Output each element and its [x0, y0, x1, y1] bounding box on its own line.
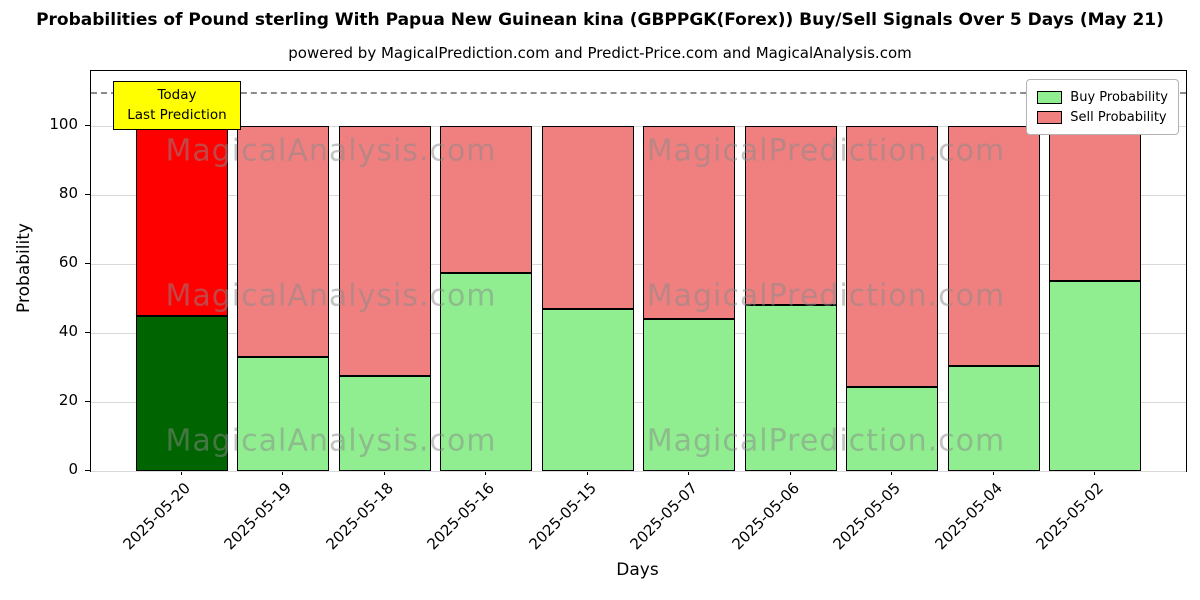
x-tick-mark [1094, 470, 1096, 475]
plot-area: Today Last Prediction Buy Probability Se… [90, 70, 1187, 472]
x-tick-label: 2025-05-02 [1032, 479, 1107, 554]
bar-buy-segment [846, 386, 939, 471]
bar-buy-segment [643, 319, 736, 471]
bar-sell-segment [338, 126, 431, 377]
x-tick-label: 2025-05-04 [931, 479, 1006, 554]
bar-buy-segment [744, 305, 837, 471]
bar-sell-segment [237, 126, 330, 358]
y-tick-label: 20 [58, 391, 78, 410]
watermark-text: MagicalPrediction.com [646, 278, 1006, 314]
watermark-text: MagicalAnalysis.com [165, 423, 497, 459]
y-tick-mark [85, 263, 90, 265]
gridline [91, 264, 1186, 266]
y-tick-mark [85, 401, 90, 403]
chart-subtitle: powered by MagicalPrediction.com and Pre… [288, 44, 912, 62]
legend-item-buy: Buy Probability [1037, 87, 1168, 107]
y-tick-mark [85, 332, 90, 334]
buy-probability-swatch [1037, 90, 1063, 104]
x-tick-mark [891, 470, 893, 475]
x-tick-label: 2025-05-07 [626, 479, 701, 554]
bar-buy-segment [1049, 281, 1142, 471]
bar-sell-segment [135, 126, 228, 316]
today-annotation: Today Last Prediction [113, 81, 241, 131]
gridline [91, 471, 1186, 472]
y-tick-mark [85, 125, 90, 127]
legend-label-buy: Buy Probability [1070, 89, 1168, 105]
x-tick-mark [789, 470, 791, 475]
x-tick-label: 2025-05-15 [525, 479, 600, 554]
gridline [91, 126, 1186, 128]
x-tick-label: 2025-05-19 [220, 479, 295, 554]
bar-sell-segment [744, 126, 837, 306]
y-tick-label: 0 [68, 460, 78, 478]
x-tick-mark [383, 470, 385, 475]
bar-buy-segment [135, 315, 228, 471]
y-tick-mark [85, 470, 90, 471]
threshold-dashed-line [91, 91, 1186, 94]
legend: Buy Probability Sell Probability [1026, 79, 1179, 135]
gridline [91, 402, 1186, 404]
gridline [91, 333, 1186, 335]
bar-buy-segment [541, 308, 634, 471]
bar-sell-segment [947, 126, 1040, 366]
y-tick-label: 40 [58, 322, 78, 341]
bar-buy-segment [237, 357, 330, 471]
x-tick-mark [992, 470, 994, 475]
x-tick-mark [282, 470, 284, 475]
x-tick-mark [180, 470, 182, 475]
x-tick-mark [688, 470, 690, 475]
y-tick-label: 60 [58, 253, 78, 272]
y-tick-mark [85, 194, 90, 196]
watermark-text: MagicalAnalysis.com [165, 278, 497, 314]
legend-label-sell: Sell Probability [1070, 109, 1167, 125]
chart-title: Probabilities of Pound sterling With Pap… [36, 10, 1164, 30]
annotation-line-2: Last Prediction [127, 106, 227, 123]
bar-sell-segment [541, 126, 634, 309]
annotation-line-1: Today [157, 87, 197, 103]
x-tick-label: 2025-05-16 [423, 479, 498, 554]
x-tick-label: 2025-05-06 [728, 479, 803, 554]
gridline [91, 195, 1186, 197]
x-tick-label: 2025-05-20 [119, 479, 194, 554]
watermark-text: MagicalPrediction.com [646, 133, 1006, 169]
y-axis-label: Probability [14, 223, 34, 313]
bar-sell-segment [846, 126, 939, 387]
bar-sell-segment [440, 126, 533, 273]
bar-sell-segment [643, 126, 736, 320]
x-tick-label: 2025-05-18 [322, 479, 397, 554]
sell-probability-swatch [1037, 110, 1063, 124]
x-axis-label: Days [616, 560, 659, 580]
legend-item-sell: Sell Probability [1037, 107, 1168, 127]
x-tick-mark [586, 470, 588, 475]
y-tick-label: 100 [49, 115, 78, 134]
bar-sell-segment [1049, 126, 1142, 282]
watermark-text: MagicalPrediction.com [646, 423, 1006, 459]
bar-buy-segment [947, 365, 1040, 471]
x-tick-label: 2025-05-05 [829, 479, 904, 554]
x-tick-mark [485, 470, 487, 475]
y-tick-label: 80 [58, 184, 78, 203]
bar-buy-segment [338, 376, 431, 471]
watermark-text: MagicalAnalysis.com [165, 133, 497, 169]
bar-buy-segment [440, 272, 533, 471]
